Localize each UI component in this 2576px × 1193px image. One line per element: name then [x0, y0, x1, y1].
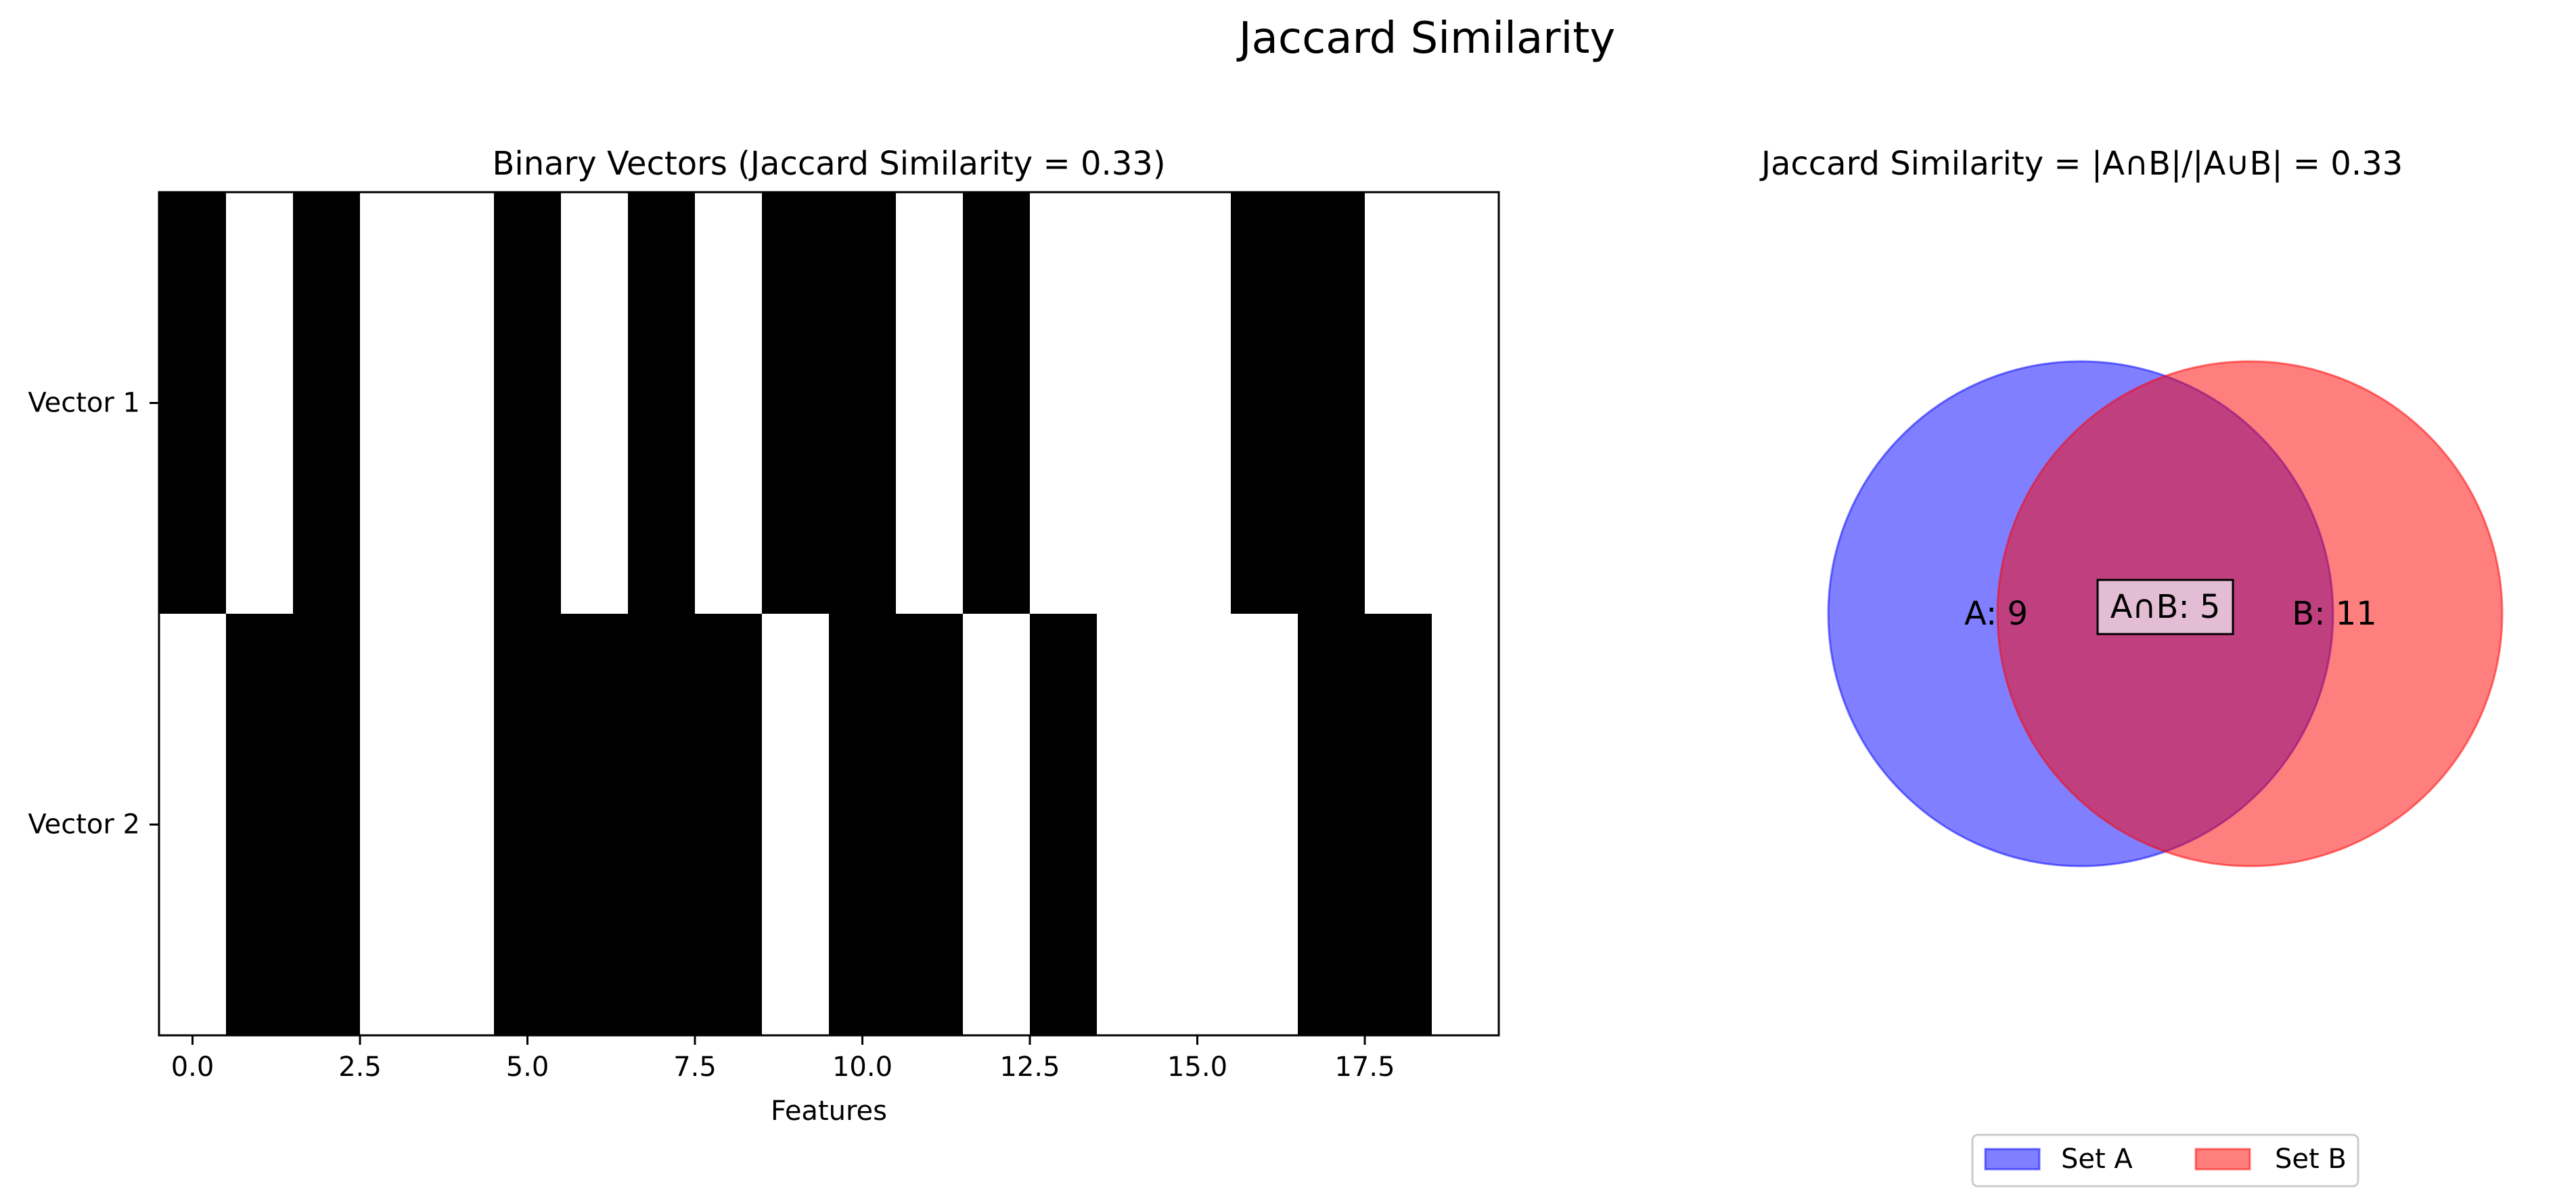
heatmap-cell — [963, 614, 1031, 1036]
y-tick-label: Vector 1 — [28, 388, 140, 419]
heatmap-cell — [293, 614, 361, 1036]
heatmap-cell — [1365, 614, 1432, 1036]
heatmap-cell — [1365, 192, 1432, 614]
heatmap-cell — [293, 192, 361, 614]
heatmap-cell — [1164, 192, 1231, 614]
intersection-count-label: A∩B: 5 — [2110, 588, 2221, 626]
heatmap-cell — [1298, 614, 1365, 1036]
heatmap-cell — [494, 192, 562, 614]
heatmap-y-axis: Vector 1 Vector 2 — [28, 388, 159, 840]
heatmap-cell — [829, 614, 897, 1036]
heatmap-cell — [695, 192, 763, 614]
x-tick-label: 15.0 — [1167, 1052, 1227, 1083]
heatmap-cell — [695, 614, 763, 1036]
heatmap-cell — [427, 192, 495, 614]
x-tick-label: 0.0 — [171, 1052, 214, 1083]
heatmap-cell — [360, 192, 428, 614]
set-b-count-label: B: 11 — [2292, 595, 2376, 633]
heatmap-cell — [1164, 614, 1231, 1036]
heatmap-cell — [1097, 614, 1165, 1036]
legend-swatch-set-a — [1984, 1148, 2041, 1171]
heatmap-cell — [226, 192, 294, 614]
heatmap-cell — [1097, 192, 1165, 614]
heatmap-cell — [226, 614, 294, 1036]
x-tick-label: 5.0 — [506, 1052, 549, 1083]
x-tick-label: 17.5 — [1334, 1052, 1395, 1083]
heatmap-cell — [427, 614, 495, 1036]
venn-legend: Set A Set B — [1971, 1133, 2359, 1188]
legend-label-set-a: Set A — [2061, 1144, 2133, 1175]
heatmap-cell — [1030, 192, 1098, 614]
legend-swatch-set-b — [2194, 1148, 2251, 1171]
x-tick-label: 10.0 — [832, 1052, 892, 1083]
heatmap-cell — [494, 614, 562, 1036]
heatmap-cell — [762, 614, 830, 1036]
heatmap-cell — [829, 192, 897, 614]
x-tick-label: 7.5 — [673, 1052, 717, 1083]
heatmap-cell — [628, 192, 696, 614]
x-tick-label: 2.5 — [338, 1052, 382, 1083]
heatmap-cell — [561, 614, 629, 1036]
venn-title: Jaccard Similarity = |A∩B|/|A∪B| = 0.33 — [1759, 145, 2403, 183]
heatmap-cell — [1231, 192, 1298, 614]
venn-panel: Jaccard Similarity = |A∩B|/|A∪B| = 0.33 … — [1759, 145, 2504, 1188]
intersection-label-box — [2096, 579, 2234, 635]
heatmap-frame — [158, 191, 1500, 1037]
heatmap-x-axis-label: Features — [771, 1096, 887, 1127]
binary-vectors-panel: Binary Vectors (Jaccard Similarity = 0.3… — [28, 145, 1500, 1127]
heatmap-cell — [762, 192, 830, 614]
heatmap-cell — [1432, 614, 1499, 1036]
heatmap-cell — [1030, 614, 1098, 1036]
set-a-count-label: A: 9 — [1964, 595, 2028, 633]
y-tick-label: Vector 2 — [28, 809, 140, 840]
legend-frame — [1971, 1133, 2359, 1188]
heatmap-title: Binary Vectors (Jaccard Similarity = 0.3… — [492, 145, 1165, 183]
heatmap-cell — [963, 192, 1031, 614]
heatmap-cell — [1231, 614, 1298, 1036]
figure-suptitle: Jaccard Similarity — [1236, 14, 1615, 64]
heatmap-cell — [896, 192, 964, 614]
heatmap-x-axis: 0.0 2.5 5.0 7.5 10.0 12.5 15.0 17.5 — [171, 1035, 1395, 1083]
heatmap-cell — [159, 614, 227, 1036]
x-tick-label: 12.5 — [999, 1052, 1060, 1083]
heatmap-cell — [360, 614, 428, 1036]
heatmap-cells — [159, 192, 1499, 1036]
heatmap-cell — [896, 614, 964, 1036]
set-b-circle — [1996, 360, 2504, 868]
heatmap-cell — [561, 192, 629, 614]
heatmap-cell — [1432, 192, 1499, 614]
legend-label-set-b: Set B — [2275, 1144, 2347, 1175]
heatmap-cell — [1298, 192, 1365, 614]
heatmap-cell — [628, 614, 696, 1036]
heatmap-cell — [159, 192, 227, 614]
